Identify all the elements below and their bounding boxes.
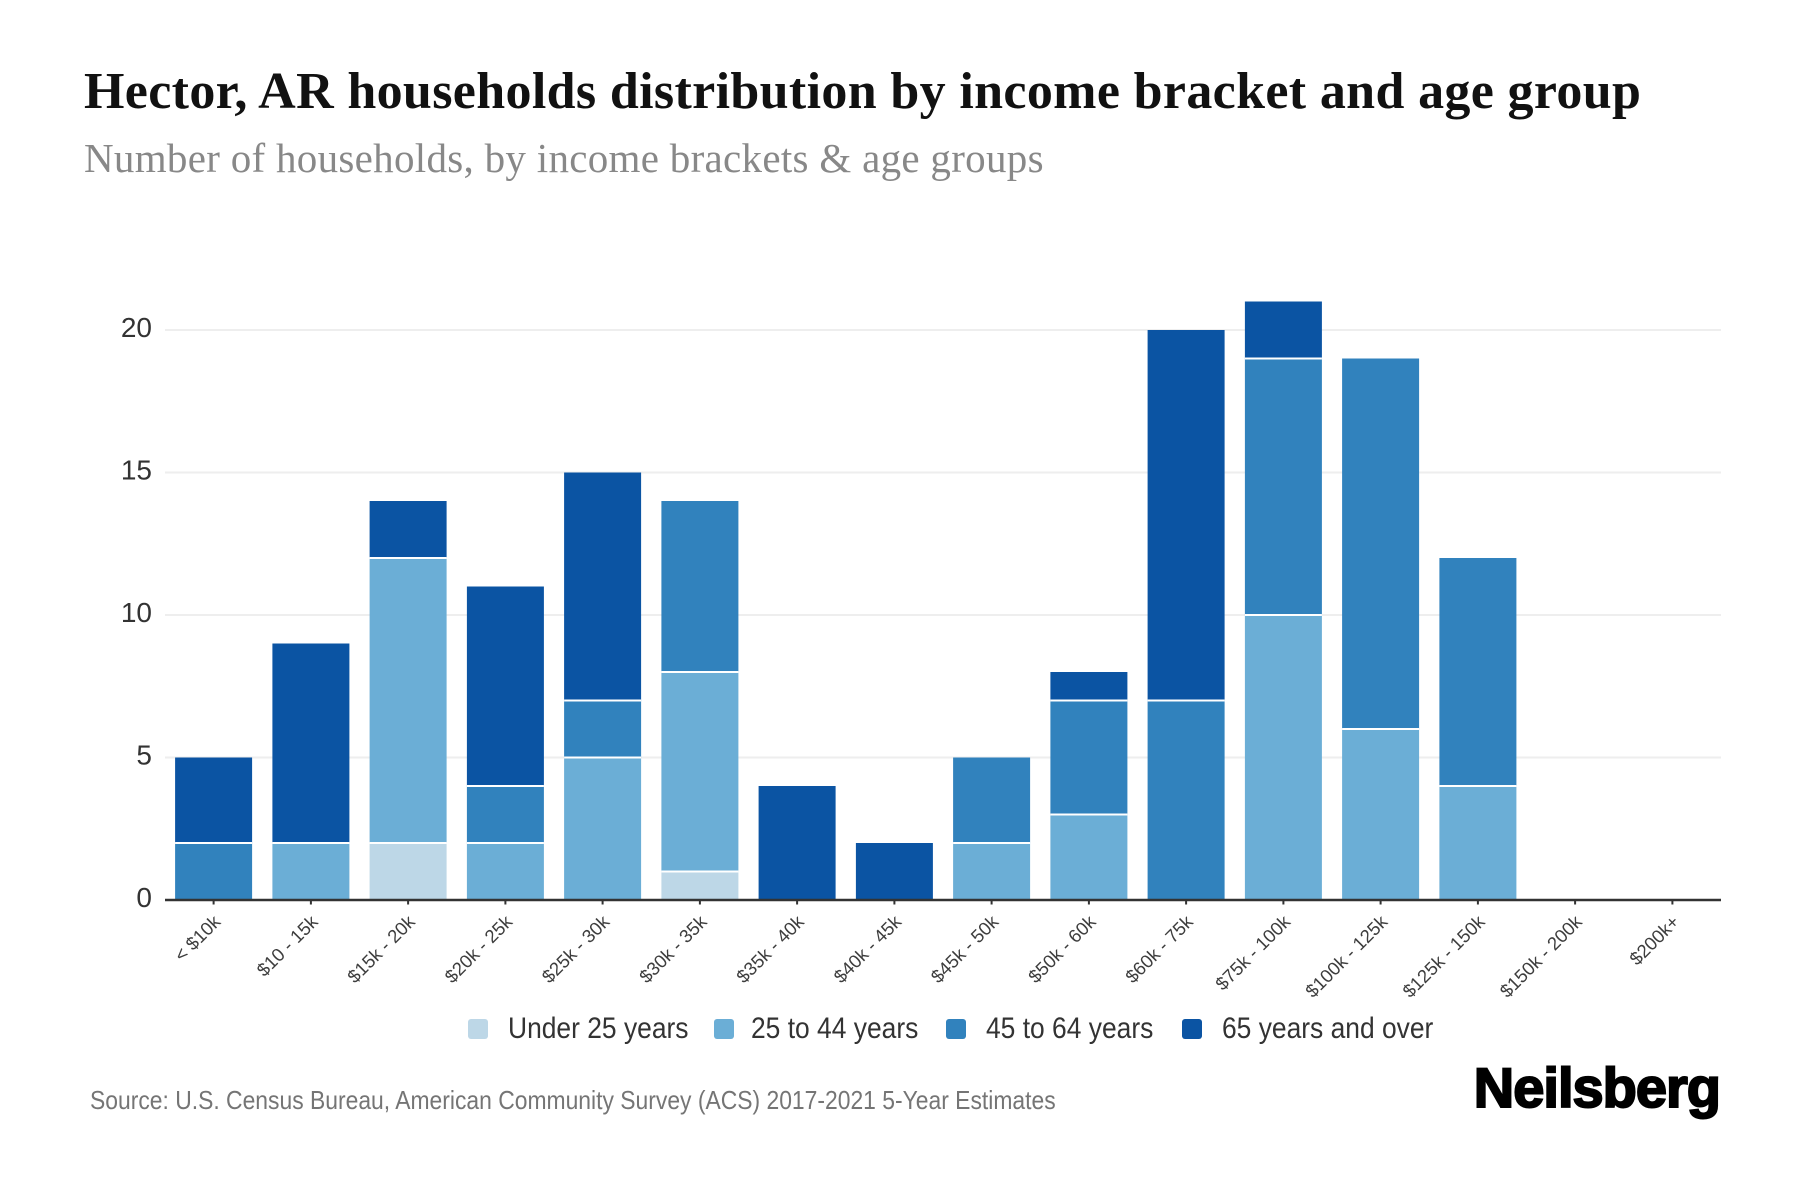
svg-text:$200k+: $200k+ — [1625, 911, 1683, 969]
svg-text:$100k - 125k: $100k - 125k — [1301, 910, 1392, 1001]
svg-text:$30k - 35k: $30k - 35k — [635, 910, 711, 986]
svg-text:$25k - 30k: $25k - 30k — [537, 910, 613, 986]
svg-text:$125k - 150k: $125k - 150k — [1398, 910, 1489, 1001]
svg-text:5: 5 — [136, 740, 152, 771]
svg-text:$150k - 200k: $150k - 200k — [1495, 910, 1586, 1001]
svg-text:$45k - 50k: $45k - 50k — [926, 910, 1002, 986]
svg-text:20: 20 — [121, 312, 152, 343]
svg-text:$50k - 60k: $50k - 60k — [1024, 910, 1100, 986]
svg-text:15: 15 — [121, 455, 152, 486]
svg-text:$35k - 40k: $35k - 40k — [732, 910, 808, 986]
svg-text:10: 10 — [121, 597, 152, 628]
svg-text:$10 - 15k: $10 - 15k — [252, 910, 322, 980]
svg-text:$15k - 20k: $15k - 20k — [343, 910, 419, 986]
svg-text:< $10k: < $10k — [170, 910, 225, 965]
svg-text:$60k - 75k: $60k - 75k — [1121, 910, 1197, 986]
svg-text:0: 0 — [136, 882, 152, 913]
svg-text:$75k - 100k: $75k - 100k — [1211, 910, 1295, 994]
svg-text:$40k - 45k: $40k - 45k — [829, 910, 905, 986]
svg-text:$20k - 25k: $20k - 25k — [440, 910, 516, 986]
